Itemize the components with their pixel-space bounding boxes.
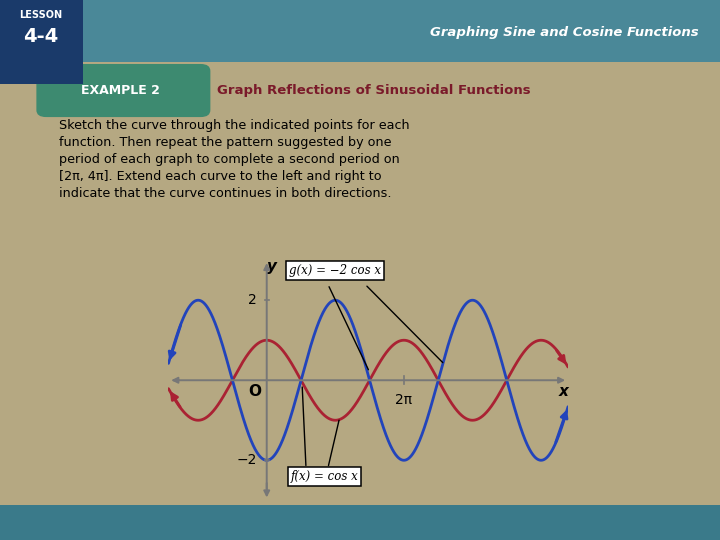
Text: 4-4: 4-4 <box>24 26 58 46</box>
Text: g(x) = −2 cos x: g(x) = −2 cos x <box>289 264 381 277</box>
Ellipse shape <box>654 511 704 534</box>
Text: x: x <box>559 384 569 399</box>
FancyBboxPatch shape <box>37 64 210 117</box>
Text: −2: −2 <box>237 453 257 467</box>
Text: f(x) = cos x: f(x) = cos x <box>291 470 359 483</box>
Text: MENU: MENU <box>606 518 636 526</box>
Ellipse shape <box>596 511 646 534</box>
Text: Graph Reflections of Sinusoidal Functions: Graph Reflections of Sinusoidal Function… <box>217 84 531 97</box>
Text: y: y <box>266 259 276 274</box>
Text: ◄►: ◄► <box>671 517 688 527</box>
Text: 2: 2 <box>248 293 257 307</box>
Text: Sketch the curve through the indicated points for each
function. Then repeat the: Sketch the curve through the indicated p… <box>59 119 410 200</box>
Text: LESSON: LESSON <box>19 10 63 20</box>
Text: 2π: 2π <box>395 393 413 407</box>
Text: Graphing Sine and Cosine Functions: Graphing Sine and Cosine Functions <box>430 26 698 39</box>
Text: O: O <box>248 384 261 399</box>
Text: EXAMPLE 2: EXAMPLE 2 <box>81 84 160 97</box>
